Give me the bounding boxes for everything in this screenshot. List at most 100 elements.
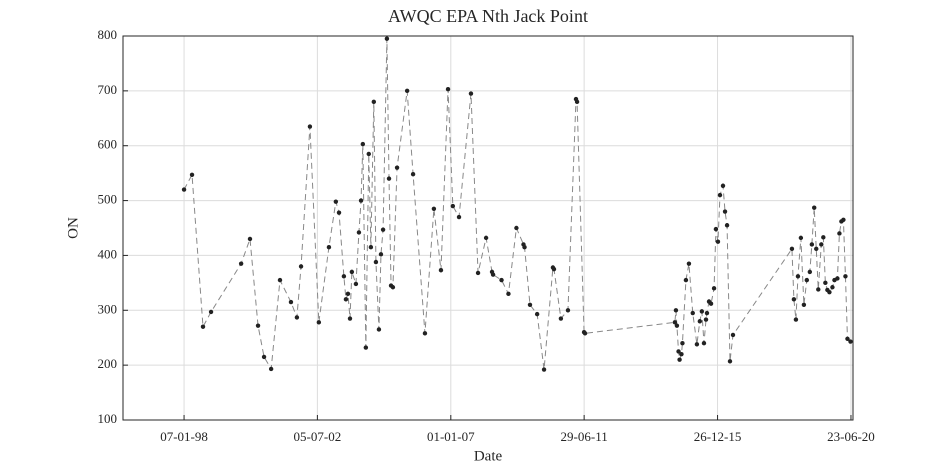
data-point [708, 301, 714, 306]
data-point [701, 341, 707, 346]
data-point [410, 172, 416, 177]
data-point [843, 274, 848, 279]
data-point [490, 272, 496, 277]
data-point [565, 308, 571, 313]
data-point [294, 315, 300, 320]
data-point [363, 345, 369, 350]
x-tick-label: 05-07-02 [294, 429, 342, 444]
data-point [713, 226, 719, 232]
data-point [376, 327, 382, 332]
data-point [679, 351, 684, 357]
data-point [722, 209, 728, 214]
data-point [703, 317, 709, 322]
data-point [514, 225, 519, 231]
data-point [316, 320, 322, 325]
data-point [814, 246, 819, 252]
data-point [795, 274, 801, 279]
data-point [347, 316, 353, 321]
data-point [208, 309, 214, 315]
data-point [298, 264, 304, 269]
data-point [343, 297, 349, 302]
data-point [848, 339, 853, 344]
data-point [506, 291, 511, 297]
data-point [349, 269, 355, 275]
data-point [200, 324, 206, 329]
data-point [672, 320, 678, 325]
data-point [697, 319, 703, 324]
axes-box [122, 35, 854, 421]
data-point [730, 332, 736, 338]
data-point [404, 88, 410, 94]
data-point [378, 252, 384, 257]
data-point [715, 239, 721, 244]
y-tick-label: 400 [98, 246, 118, 261]
data-point [380, 227, 386, 232]
data-point [827, 289, 832, 295]
data-point [816, 287, 821, 292]
data-point [830, 285, 835, 290]
data-point [345, 291, 351, 297]
data-point [724, 223, 730, 228]
chart-title: AWQC EPA Nth Jack Point [388, 6, 588, 26]
y-tick-label: 100 [98, 411, 118, 426]
data-point [468, 91, 474, 96]
data-point [326, 245, 332, 250]
y-tick-label: 600 [98, 137, 118, 152]
data-point [798, 235, 804, 241]
data-point [677, 357, 682, 362]
data-point [371, 99, 377, 105]
y-tick-label: 500 [98, 192, 118, 207]
data-point [422, 331, 428, 336]
data-point [390, 285, 396, 290]
data-point [674, 323, 680, 328]
data-point [727, 359, 733, 364]
data-point [835, 276, 840, 281]
data-point [720, 183, 726, 188]
data-point [809, 242, 815, 247]
data-point [541, 367, 547, 372]
data-point [450, 203, 456, 209]
data-point [791, 297, 797, 302]
data-point [431, 206, 437, 211]
data-point [527, 302, 533, 307]
data-point [807, 269, 813, 275]
data-point [673, 308, 679, 313]
data-point [522, 245, 527, 250]
data-point [307, 124, 313, 129]
marks [181, 36, 853, 372]
y-tick-label: 200 [98, 356, 118, 371]
data-point [819, 242, 824, 247]
data-point [247, 236, 253, 242]
data-point [558, 316, 564, 321]
data-point [582, 331, 588, 336]
data-point [360, 141, 366, 147]
data-point [366, 151, 371, 157]
data-point [812, 205, 817, 210]
data-point [238, 261, 244, 266]
x-axis-label: Date [474, 448, 503, 464]
data-point [438, 268, 444, 273]
data-point [551, 266, 557, 272]
data-point [699, 309, 705, 314]
data-point [717, 192, 723, 198]
y-tick-label: 300 [98, 301, 118, 316]
data-point [384, 36, 390, 41]
data-point [261, 354, 267, 360]
data-point [837, 231, 842, 236]
data-point [368, 245, 374, 250]
y-axis-label: ON [65, 217, 81, 239]
data-point [804, 277, 810, 283]
data-point [704, 310, 710, 316]
data-point [499, 277, 504, 283]
data-point [456, 214, 462, 220]
x-tick-label: 23-06-20 [827, 429, 875, 444]
data-point [333, 199, 339, 204]
data-point [373, 259, 379, 265]
data-point [394, 165, 400, 170]
data-point [711, 286, 717, 291]
data-point [336, 210, 342, 215]
data-point [574, 99, 580, 105]
data-point [686, 261, 692, 266]
data-point [789, 246, 795, 252]
